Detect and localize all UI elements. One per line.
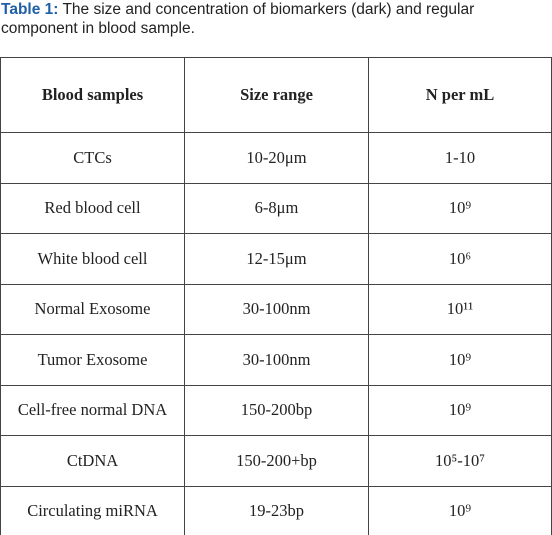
table-cell: Circulating miRNA [0, 485, 185, 535]
table-cell: 12-15μm [184, 233, 369, 285]
header-cell: Blood samples [0, 57, 185, 133]
table-cell: Red blood cell [0, 182, 185, 234]
table-cell: Normal Exosome [0, 283, 185, 335]
table-cell: CTCs [0, 132, 185, 184]
table-row: CTCs 10-20μm 1-10 [0, 132, 552, 184]
table-cell: 150-200bp [184, 384, 369, 436]
table-cell: 10⁹ [368, 485, 552, 535]
table-cell: 1-10 [368, 132, 552, 184]
table-row: White blood cell 12-15μm 10⁶ [0, 233, 552, 285]
table-row: Tumor Exosome 30-100nm 10⁹ [0, 334, 552, 386]
table-cell: 10⁹ [368, 334, 552, 386]
table-cell: Cell-free normal DNA [0, 384, 185, 436]
caption-label: Table 1: [1, 1, 59, 18]
table-cell: 10⁹ [368, 182, 552, 234]
table-cell: 10-20μm [184, 132, 369, 184]
header-cell: N per mL [368, 57, 552, 133]
caption: Table 1: The size and concentration of b… [1, 0, 551, 38]
table-cell: 6-8μm [184, 182, 369, 234]
table-row: CtDNA 150-200+bp 10⁵-10⁷ [0, 435, 552, 487]
table-row: Cell-free normal DNA 150-200bp 10⁹ [0, 384, 552, 436]
table-cell: White blood cell [0, 233, 185, 285]
table-row: Normal Exosome 30-100nm 10¹¹ [0, 283, 552, 335]
table-cell: 10⁵-10⁷ [368, 435, 552, 487]
table-cell: 30-100nm [184, 283, 369, 335]
header-cell: Size range [184, 57, 369, 133]
table-cell: 10⁶ [368, 233, 552, 285]
table-row: Red blood cell 6-8μm 10⁹ [0, 182, 552, 234]
table: Blood samples Size range N per mL CTCs 10-2… [0, 57, 552, 535]
table-cell: 10⁹ [368, 384, 552, 436]
table-cell: 150-200+bp [184, 435, 369, 487]
table-cell: 10¹¹ [368, 283, 552, 335]
header-row: Blood samples Size range N per mL [0, 57, 552, 133]
table-cell: Tumor Exosome [0, 334, 185, 386]
table-cell: 30-100nm [184, 334, 369, 386]
table-cell: CtDNA [0, 435, 185, 487]
table-cell: 19-23bp [184, 485, 369, 535]
caption-text: The size and concentration of biomarkers… [1, 1, 475, 37]
table-row: Circulating miRNA 19-23bp 10⁹ [0, 485, 552, 535]
